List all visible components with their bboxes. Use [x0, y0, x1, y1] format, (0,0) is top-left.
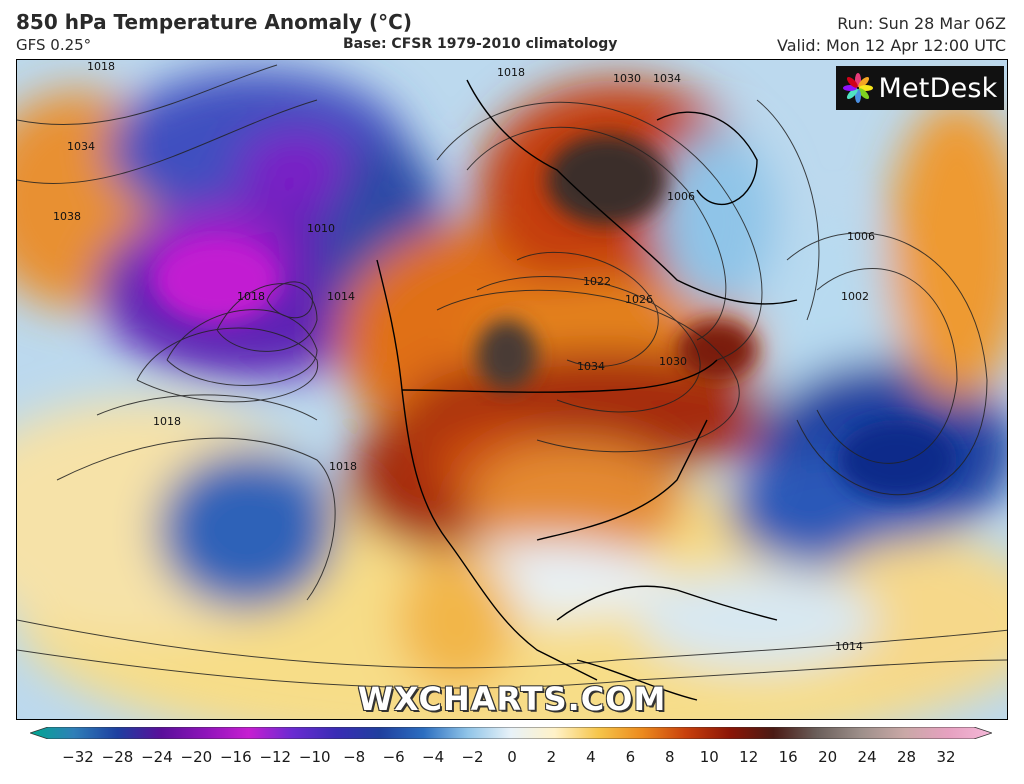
isobar-label: 1002 [841, 290, 869, 303]
isobar-label: 1018 [153, 415, 181, 428]
colorbar-tick-label: 6 [625, 748, 636, 766]
colorbar-tick-label: 0 [507, 748, 517, 766]
colorbar-tick-label: −32 [62, 748, 94, 766]
isobar-label: 1038 [53, 210, 81, 223]
colorbar-tick-label: 2 [546, 748, 557, 766]
isobar-label: 1034 [577, 360, 605, 373]
isobar-label: 1018 [87, 60, 115, 73]
colorbar-tick-labels: −32 −28 −24 −20 −16 −12 −10 −8 −6 −4 −2 0 2 4 6 8 10 12 16… [0, 748, 1024, 770]
isobar-label: 1022 [583, 275, 611, 288]
colorbar-tick-label: 16 [778, 748, 798, 766]
colorbar [30, 727, 992, 739]
colorbar-tick-label: 32 [936, 748, 956, 766]
isobar-label: 1006 [847, 230, 875, 243]
metdesk-logo: MetDesk [836, 66, 1004, 110]
colorbar-tick-label: −6 [382, 748, 405, 766]
colorbar-tick-label: −28 [101, 748, 134, 766]
colorbar-tick-label: −24 [141, 748, 173, 766]
isobar-label: 1014 [835, 640, 863, 653]
isobar-label: 1030 [613, 72, 641, 85]
colorbar-tick-label: 24 [857, 748, 877, 766]
valid-time-label: Valid: Mon 12 Apr 12:00 UTC [777, 36, 1006, 55]
colorbar-tick-label: 12 [739, 748, 759, 766]
colorbar-tick-label: −12 [259, 748, 292, 766]
watermark: WXCHARTS.COM [357, 680, 667, 718]
colorbar-tick-label: 4 [586, 748, 596, 766]
anomaly-map-canvas: 1018 1034 1038 1010 1014 1018 1018 1018 … [17, 60, 1007, 719]
isobar-label: 1018 [237, 290, 265, 303]
model-label: GFS 0.25° [16, 36, 92, 54]
run-label: Run: Sun 28 Mar 06Z [837, 14, 1006, 33]
isobar-label: 1030 [659, 355, 687, 368]
colorbar-tick-label: 8 [665, 748, 675, 766]
isobar-label: 1034 [653, 72, 681, 85]
logo-text: MetDesk [878, 72, 998, 104]
climatology-base-label: Base: CFSR 1979-2010 climatology [343, 36, 618, 52]
isobar-label: 1034 [67, 140, 95, 153]
isobar-label: 1018 [329, 460, 357, 473]
chart-title: 850 hPa Temperature Anomaly (°C) [16, 10, 412, 34]
anomaly-map: 1018 1034 1038 1010 1014 1018 1018 1018 … [16, 59, 1008, 720]
colorbar-tick-label: 28 [896, 748, 917, 766]
colorbar-tick-label: −2 [461, 748, 484, 766]
colorbar-tick-label: −8 [343, 748, 366, 766]
colorbar-tick-label: −20 [180, 748, 213, 766]
colorbar-tick-label: −16 [219, 748, 252, 766]
colorbar-tick-label: −4 [422, 748, 445, 766]
colorbar-tick-label: −10 [298, 748, 331, 766]
isobar-label: 1010 [307, 222, 335, 235]
colorbar-tick-label: 20 [818, 748, 838, 766]
isobar-label: 1014 [327, 290, 355, 303]
colorbar-tick-label: 10 [699, 748, 719, 766]
flower-icon [842, 73, 873, 103]
isobar-label: 1018 [497, 66, 525, 79]
isobar-label: 1026 [625, 293, 653, 306]
isobar-label: 1006 [667, 190, 695, 203]
